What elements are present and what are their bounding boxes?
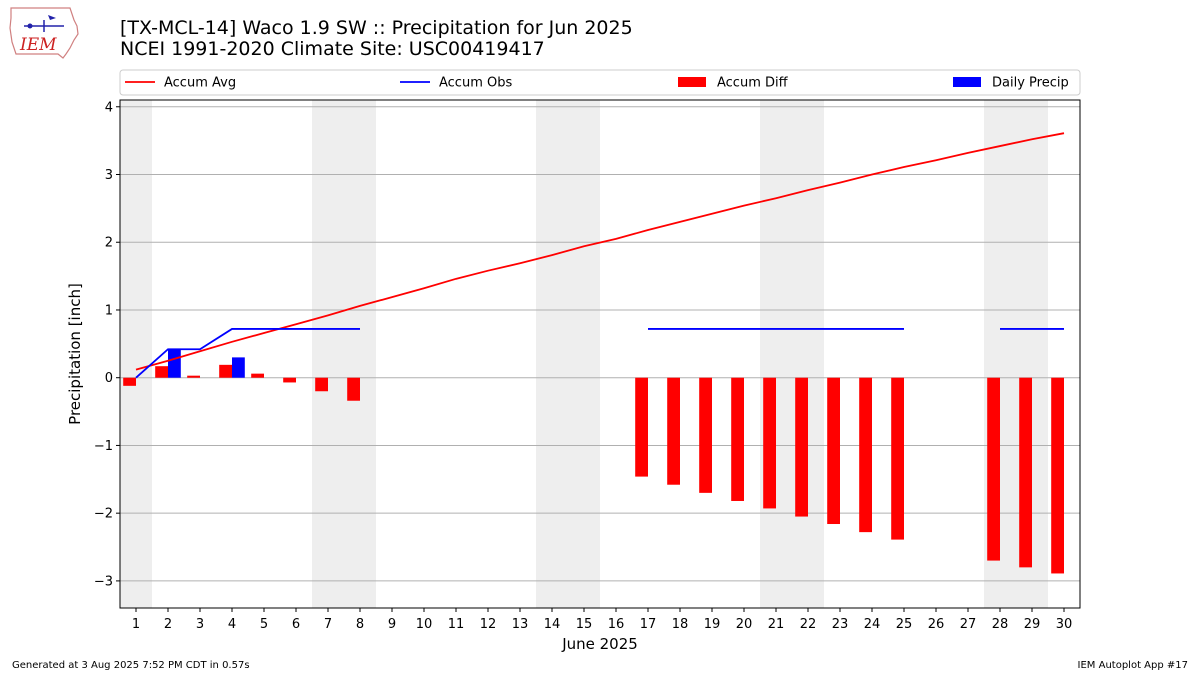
daily-precip-bar xyxy=(232,357,245,378)
x-tick-label: 13 xyxy=(512,617,529,632)
accum-diff-bar xyxy=(1051,377,1064,574)
y-tick-label: −3 xyxy=(94,574,113,589)
legend-label: Accum Obs xyxy=(439,76,512,91)
x-tick-label: 7 xyxy=(324,617,332,632)
accum-diff-bar xyxy=(699,377,712,493)
iem-logo: IEM xyxy=(9,7,79,59)
logo-text: IEM xyxy=(19,35,57,55)
x-axis-label: June 2025 xyxy=(561,635,638,653)
plot-frame xyxy=(119,99,1081,609)
accum-diff-bar xyxy=(763,377,776,509)
accum-diff-bar xyxy=(187,375,200,378)
legend-box xyxy=(119,69,1081,96)
y-tick-label: 4 xyxy=(105,100,113,115)
x-tick-label: 10 xyxy=(416,617,433,632)
x-tick-label: 14 xyxy=(544,617,561,632)
accum-obs-line xyxy=(135,328,360,379)
accum-diff-bar xyxy=(219,364,232,378)
x-tick-label: 28 xyxy=(992,617,1009,632)
accum-diff-bar xyxy=(155,366,168,378)
y-tick-label: 2 xyxy=(105,236,113,251)
chart-title: [TX-MCL-14] Waco 1.9 SW :: Precipitation… xyxy=(120,18,633,60)
x-tick-label: 22 xyxy=(800,617,817,632)
accum-diff-bar xyxy=(859,377,872,533)
accum-diff-bar xyxy=(315,377,328,392)
accum-avg-line xyxy=(135,132,1065,371)
weekend-band xyxy=(312,100,376,608)
y-tick-label: −2 xyxy=(94,507,113,522)
x-tick-label: 17 xyxy=(640,617,657,632)
weekend-band xyxy=(120,100,152,608)
x-tick-label: 8 xyxy=(356,617,364,632)
x-tick-label: 23 xyxy=(832,617,849,632)
x-tick-label: 5 xyxy=(260,617,268,632)
x-tick-label: 21 xyxy=(768,617,785,632)
legend: Accum Avg Accum Obs Accum Diff Daily Precip xyxy=(119,69,1081,96)
y-tick-label: −1 xyxy=(94,439,113,454)
x-tick-label: 2 xyxy=(164,617,172,632)
x-tick-label: 3 xyxy=(196,617,204,632)
legend-label: Accum Avg xyxy=(164,76,236,91)
x-tick-label: 18 xyxy=(672,617,689,632)
legend-label: Daily Precip xyxy=(992,76,1069,91)
accum-diff-bar xyxy=(795,377,808,517)
accum-diff-bar xyxy=(731,377,744,501)
app-note: IEM Autoplot App #17 xyxy=(1077,660,1188,671)
accum-diff-bar xyxy=(891,377,904,540)
y-axis-label: Precipitation [inch] xyxy=(66,283,84,425)
title-line-2: NCEI 1991-2020 Climate Site: USC00419417 xyxy=(120,38,545,60)
accum-diff-bar xyxy=(667,377,680,485)
accum-diff-bar xyxy=(123,377,136,386)
y-tick-label: 0 xyxy=(105,371,113,386)
x-tick-label: 27 xyxy=(960,617,977,632)
x-tick-label: 9 xyxy=(388,617,396,632)
x-tick-label: 4 xyxy=(228,617,236,632)
iowa-outline-icon xyxy=(9,7,79,59)
y-tick-label: 3 xyxy=(105,168,113,183)
weekend-shading xyxy=(120,100,1048,608)
x-tick-label: 20 xyxy=(736,617,753,632)
y-gridlines xyxy=(120,106,1080,582)
accum-diff-bar xyxy=(251,373,264,378)
accum-diff-bar xyxy=(347,377,360,401)
generated-note: Generated at 3 Aug 2025 7:52 PM CDT in 0… xyxy=(12,660,250,671)
x-tick-label: 1 xyxy=(132,617,140,632)
accum-diff-bar xyxy=(1019,377,1032,568)
x-tick-label: 29 xyxy=(1024,617,1041,632)
x-tick-label: 26 xyxy=(928,617,945,632)
legend-label: Accum Diff xyxy=(717,76,789,91)
x-tick-label: 15 xyxy=(576,617,593,632)
legend-swatch xyxy=(678,77,706,87)
x-tick-label: 30 xyxy=(1056,617,1073,632)
bar-layer xyxy=(123,349,1064,574)
x-tick-label: 25 xyxy=(896,617,913,632)
accum-diff-bar xyxy=(987,377,1000,561)
weekend-band xyxy=(760,100,824,608)
weekend-band xyxy=(536,100,600,608)
title-line-1: [TX-MCL-14] Waco 1.9 SW :: Precipitation… xyxy=(120,17,633,39)
accum-diff-bar xyxy=(635,377,648,477)
daily-precip-bar xyxy=(168,349,181,378)
x-tick-label: 19 xyxy=(704,617,721,632)
x-tick-label: 6 xyxy=(292,617,300,632)
x-tick-label: 24 xyxy=(864,617,881,632)
y-tick-label: 1 xyxy=(105,303,113,318)
line-layer xyxy=(135,132,1065,379)
x-tick-label: 11 xyxy=(448,617,465,632)
x-tick-label: 16 xyxy=(608,617,625,632)
accum-diff-bar xyxy=(827,377,840,525)
legend-swatch xyxy=(953,77,981,87)
x-tick-label: 12 xyxy=(480,617,497,632)
accum-diff-bar xyxy=(283,377,296,383)
